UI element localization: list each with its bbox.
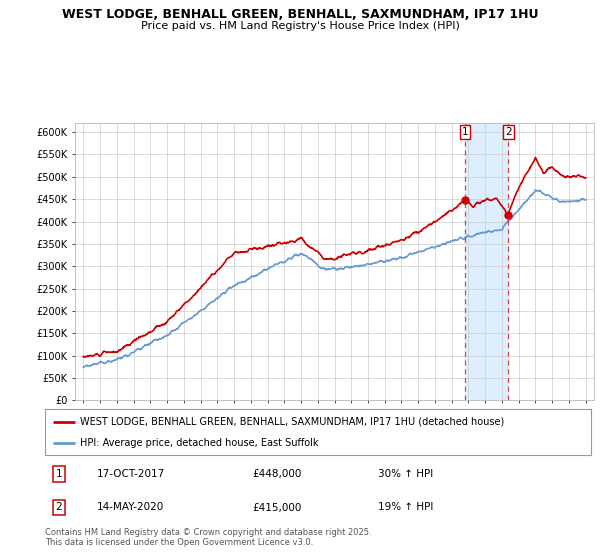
Text: Price paid vs. HM Land Registry's House Price Index (HPI): Price paid vs. HM Land Registry's House …: [140, 21, 460, 31]
Text: 19% ↑ HPI: 19% ↑ HPI: [378, 502, 433, 512]
Text: 17-OCT-2017: 17-OCT-2017: [97, 469, 165, 479]
Text: 1: 1: [55, 469, 62, 479]
Text: £448,000: £448,000: [253, 469, 302, 479]
Text: WEST LODGE, BENHALL GREEN, BENHALL, SAXMUNDHAM, IP17 1HU (detached house): WEST LODGE, BENHALL GREEN, BENHALL, SAXM…: [80, 417, 505, 427]
Text: 2: 2: [55, 502, 62, 512]
Text: 14-MAY-2020: 14-MAY-2020: [97, 502, 164, 512]
Text: WEST LODGE, BENHALL GREEN, BENHALL, SAXMUNDHAM, IP17 1HU: WEST LODGE, BENHALL GREEN, BENHALL, SAXM…: [62, 8, 538, 21]
Bar: [465, 123, 508, 400]
Text: 1: 1: [462, 127, 469, 137]
Text: HPI: Average price, detached house, East Suffolk: HPI: Average price, detached house, East…: [80, 438, 319, 448]
Text: Contains HM Land Registry data © Crown copyright and database right 2025.
This d: Contains HM Land Registry data © Crown c…: [45, 528, 371, 547]
Text: £415,000: £415,000: [253, 502, 302, 512]
Text: 2: 2: [505, 127, 511, 137]
Text: 30% ↑ HPI: 30% ↑ HPI: [378, 469, 433, 479]
